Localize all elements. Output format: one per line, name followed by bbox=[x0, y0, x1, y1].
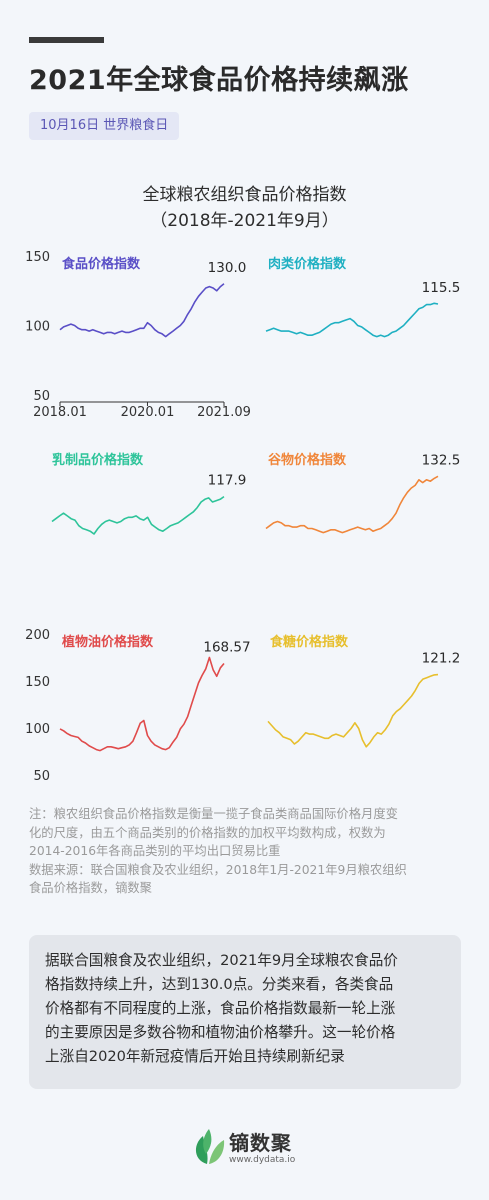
chart-panel-6: 食糖价格指数 121.2 bbox=[267, 634, 461, 748]
footnote-source: 数据来源：联合国粮食及农业组织，2018年1月-2021年9月粮农组织 bbox=[29, 862, 407, 877]
summary-line: 上涨自2020年新冠疫情后开始且持续刷新纪录 bbox=[45, 1048, 345, 1065]
series-line bbox=[59, 283, 225, 338]
end-value-label: 168.57 bbox=[203, 640, 250, 656]
y-tick-label: 150 bbox=[25, 675, 50, 690]
x-tick-label: 2018.01 bbox=[33, 405, 87, 420]
summary-line: 的主要原因是多数谷物和植物油价格攀升。这一轮价格 bbox=[45, 1024, 396, 1041]
panel-title: 食糖价格指数 bbox=[270, 634, 349, 650]
footnote-line: 化的尺度，由五个商品类别的价格指数的加权平均数构成，权数为 bbox=[29, 825, 386, 840]
header-accent-bar bbox=[29, 37, 104, 43]
leaf-icon bbox=[195, 1129, 225, 1164]
panel-title: 食品价格指数 bbox=[62, 256, 141, 272]
series-line bbox=[59, 656, 225, 752]
chart-panel-5: 200 150 100 50 植物油价格指数 168.57 bbox=[25, 628, 250, 784]
series-line bbox=[265, 302, 439, 338]
series-line bbox=[265, 475, 439, 534]
end-value-label: 115.5 bbox=[422, 280, 461, 296]
panel-title: 乳制品价格指数 bbox=[52, 452, 144, 468]
chart-panel-4: 谷物价格指数 132.5 bbox=[265, 452, 461, 534]
y-tick-label: 150 bbox=[25, 250, 50, 265]
chart-panel-3: 乳制品价格指数 117.9 bbox=[51, 452, 247, 535]
footnote-source: 食品价格指数，镝数聚 bbox=[29, 881, 152, 895]
chart-panel-2: 肉类价格指数 115.5 bbox=[265, 256, 461, 338]
summary-line: 据联合国粮食及农业组织，2021年9月全球粮农食品价 bbox=[45, 952, 398, 969]
page-title: 2021年全球食品价格持续飙涨 bbox=[29, 65, 409, 96]
panel-title: 谷物价格指数 bbox=[268, 452, 347, 468]
y-tick-label: 50 bbox=[33, 769, 50, 784]
series-line bbox=[267, 673, 439, 748]
brand-name: 镝数聚 bbox=[229, 1131, 292, 1155]
end-value-label: 130.0 bbox=[208, 260, 247, 276]
summary-line: 格指数持续上升，达到130.0点。分类来看，各类食品 bbox=[45, 976, 394, 993]
y-tick-label: 100 bbox=[25, 722, 50, 737]
y-tick-label: 50 bbox=[33, 389, 50, 404]
footnote-line: 注：粮农组织食品价格指数是衡量一揽子食品类商品国际价格月度变 bbox=[29, 807, 398, 821]
x-tick-label: 2021.09 bbox=[197, 405, 251, 420]
brand-logo: 镝数聚 www.dydata.io bbox=[191, 1124, 311, 1174]
end-value-label: 121.2 bbox=[422, 651, 461, 667]
y-tick-label: 200 bbox=[25, 628, 50, 643]
chart-title: 全球粮农组织食品价格指数 bbox=[142, 185, 347, 205]
y-tick-label: 100 bbox=[25, 320, 50, 335]
chart-subtitle: （2018年-2021年9月） bbox=[150, 211, 339, 231]
brand-url: www.dydata.io bbox=[229, 1155, 296, 1165]
summary-line: 价格都有不同程度的上涨，食品价格指数最新一轮上涨 bbox=[45, 1000, 396, 1017]
end-value-label: 132.5 bbox=[422, 452, 461, 468]
date-tag: 10月16日 世界粮食日 bbox=[29, 112, 180, 140]
x-tick-label: 2020.01 bbox=[121, 405, 175, 420]
panel-title: 肉类价格指数 bbox=[268, 256, 347, 272]
end-value-label: 117.9 bbox=[208, 473, 247, 489]
series-line bbox=[51, 495, 225, 535]
summary-box: 据联合国粮食及农业组织，2021年9月全球粮农食品价 格指数持续上升，达到130… bbox=[29, 935, 461, 1089]
panel-title: 植物油价格指数 bbox=[61, 634, 154, 650]
footnote: 注：粮农组织食品价格指数是衡量一揽子食品类商品国际价格月度变 化的尺度，由五个商… bbox=[29, 805, 465, 898]
footnote-line: 2014-2016年各商品类别的平均出口贸易比重 bbox=[29, 844, 281, 858]
